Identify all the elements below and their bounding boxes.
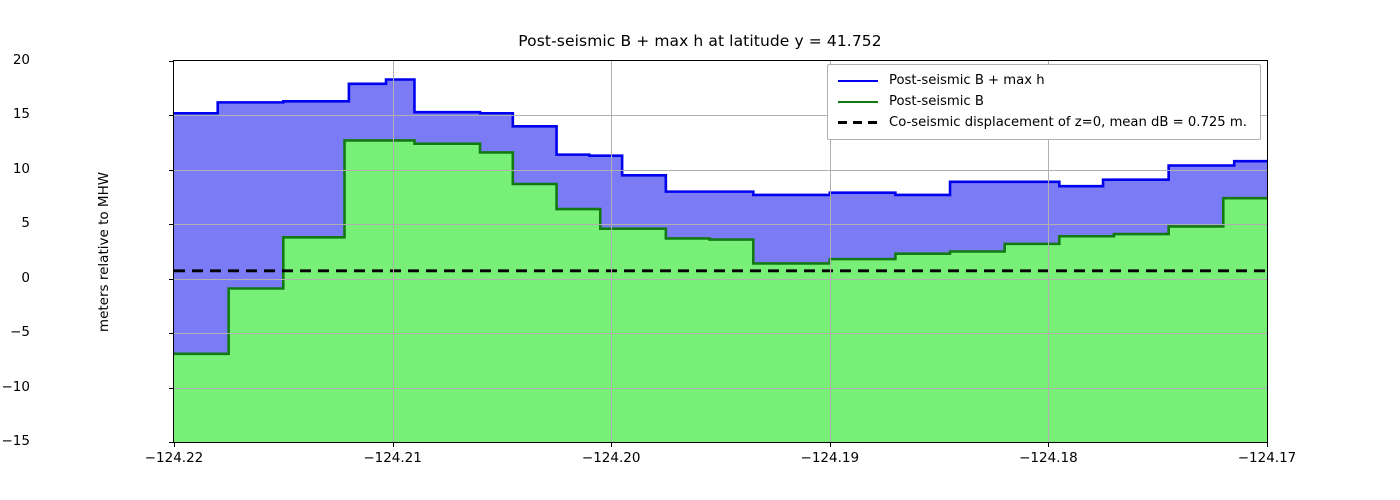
x-tick xyxy=(829,442,831,447)
gridline-vertical xyxy=(611,61,613,442)
x-tick xyxy=(611,442,613,447)
gridline-horizontal xyxy=(174,333,1267,335)
y-tick-label: −5 xyxy=(10,324,30,341)
y-tick xyxy=(169,169,174,171)
green-area-fill xyxy=(174,140,1267,442)
x-tick xyxy=(392,442,394,447)
legend-label-1: Post-seismic B xyxy=(889,94,984,109)
gridline-vertical xyxy=(829,61,831,442)
y-tick-label: 15 xyxy=(12,106,30,123)
legend-item-postseismic-b-plus-max-h: Post-seismic B + max h xyxy=(836,70,1252,91)
x-tick xyxy=(174,442,175,447)
gridline-vertical xyxy=(392,61,394,442)
y-tick-label: 20 xyxy=(12,52,30,68)
plot-inner xyxy=(174,61,1267,442)
legend-key-dashed-line xyxy=(836,116,880,130)
x-tick-label: −124.17 xyxy=(1237,450,1297,466)
gridline-vertical xyxy=(1048,61,1050,442)
y-tick xyxy=(169,333,174,335)
y-axis-label: meters relative to MHW xyxy=(96,171,112,332)
y-tick-label: 10 xyxy=(12,160,30,177)
y-tick xyxy=(169,61,174,62)
gridline-horizontal xyxy=(174,169,1267,171)
y-tick xyxy=(169,115,174,117)
x-tick xyxy=(1267,442,1268,447)
legend-key-blue-line xyxy=(836,74,880,88)
green-step-line xyxy=(174,139,1267,356)
legend-item-coseismic-displacement: Co-seismic displacement of z=0, mean dB … xyxy=(836,112,1252,133)
y-tick-label: −15 xyxy=(1,433,31,449)
y-tick xyxy=(169,442,174,443)
x-tick-label: −124.21 xyxy=(363,450,422,466)
gridline-horizontal xyxy=(174,278,1267,280)
y-tick xyxy=(169,387,174,389)
y-axis-label-wrap: meters relative to MHW xyxy=(96,60,112,443)
legend: Post-seismic B + max h Post-seismic B Co… xyxy=(827,64,1261,140)
legend-label-0: Post-seismic B + max h xyxy=(889,73,1045,88)
x-tick-label: −124.19 xyxy=(800,450,860,466)
x-tick-label: −124.22 xyxy=(144,450,204,466)
y-tick-label: −10 xyxy=(1,378,31,395)
gridline-horizontal xyxy=(174,387,1267,389)
y-tick xyxy=(169,278,174,280)
gridline-horizontal xyxy=(174,224,1267,226)
y-tick-label: 5 xyxy=(21,215,30,232)
legend-key-green-line xyxy=(836,95,880,109)
chart-title: Post-seismic B + max h at latitude y = 4… xyxy=(518,32,882,50)
blue-step-line xyxy=(174,78,1267,197)
y-tick-label: 0 xyxy=(21,269,30,286)
x-tick-label: −124.20 xyxy=(581,450,641,466)
x-tick xyxy=(1048,442,1050,447)
y-tick xyxy=(169,224,174,226)
x-tick-label: −124.18 xyxy=(1019,450,1078,466)
legend-item-postseismic-b: Post-seismic B xyxy=(836,91,1252,112)
gridline-horizontal xyxy=(174,115,1267,117)
legend-label-2: Co-seismic displacement of z=0, mean dB … xyxy=(889,115,1247,130)
